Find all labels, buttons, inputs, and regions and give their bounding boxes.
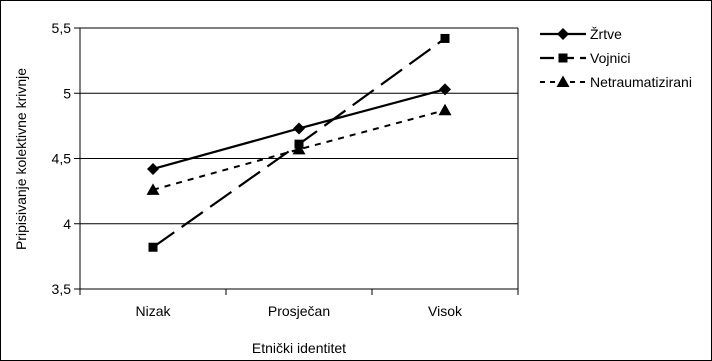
y-tick-label-4: 5,5 bbox=[52, 20, 72, 36]
x-tick-label-2: Visok bbox=[428, 303, 463, 319]
y-tick-label-2: 4,5 bbox=[52, 151, 72, 167]
y-tick-label-3: 5 bbox=[63, 85, 71, 101]
y-tick-label-0: 3,5 bbox=[52, 281, 72, 297]
legend-label-1: Vojnici bbox=[590, 50, 630, 66]
series-2-point-1 bbox=[292, 142, 306, 155]
x-tick-label-0: Nizak bbox=[135, 303, 171, 319]
series-0-point-0 bbox=[147, 162, 159, 175]
y-axis-title: Pripisivanje kolektivne krivnje bbox=[13, 68, 29, 250]
y-tick-label-1: 4 bbox=[63, 216, 71, 232]
axis-layer: 3,5 4 4,5 5 5,5 Nizak Prosječan Visok bbox=[52, 20, 519, 319]
x-axis-title: Etnički identitet bbox=[252, 340, 346, 356]
series-0-point-2 bbox=[439, 83, 451, 96]
series-2-point-0 bbox=[146, 183, 160, 195]
series-1-point-2 bbox=[440, 33, 450, 43]
series-2-point-2 bbox=[438, 103, 452, 116]
x-tick-label-1: Prosječan bbox=[268, 303, 330, 319]
legend-marker-1 bbox=[558, 53, 568, 63]
legend-label-0: Žrtve bbox=[590, 26, 622, 42]
legend: Žrtve Vojnici Netraumatizirani bbox=[540, 26, 692, 90]
series-layer bbox=[146, 33, 452, 252]
legend-label-2: Netraumatizirani bbox=[590, 74, 692, 90]
series-line-2 bbox=[152, 109, 446, 191]
series-0-point-1 bbox=[293, 122, 305, 135]
legend-marker-0 bbox=[557, 28, 569, 40]
series-1-point-0 bbox=[148, 242, 158, 252]
grid-layer bbox=[80, 27, 518, 290]
legend-marker-2 bbox=[556, 75, 570, 87]
